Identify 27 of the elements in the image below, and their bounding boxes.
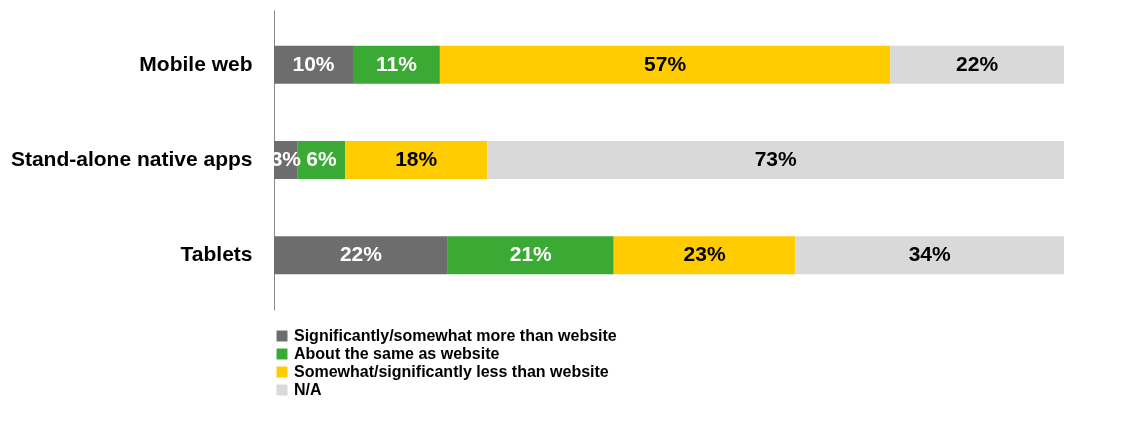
bar [447, 236, 614, 275]
data-label: 6% [306, 147, 337, 170]
bar [487, 141, 1064, 179]
legend-label: N/A [294, 381, 322, 398]
data-label: 22% [339, 242, 383, 266]
data-label: 18% [395, 147, 438, 170]
data-label: 57% [644, 51, 687, 75]
data-label: 11% [376, 51, 418, 75]
bar [795, 236, 1064, 275]
y-tick-label: Stand-alone native apps [10, 147, 253, 170]
data-label: 73% [754, 147, 797, 170]
y-tick-label: Tablets [180, 242, 253, 266]
legend-label: Somewhat/significantly less than website [294, 363, 609, 380]
legend-label: About the same as website [294, 345, 500, 362]
bar [439, 45, 891, 84]
data-label: 21% [509, 242, 553, 266]
bar [353, 45, 440, 84]
data-label: 10% [292, 51, 335, 75]
data-label: 22% [956, 51, 999, 75]
bar [345, 141, 488, 179]
bar [613, 236, 796, 275]
bar [890, 45, 1064, 84]
legend-label: Significantly/somewhat more than website [294, 327, 617, 344]
data-label: 23% [683, 242, 726, 266]
data-label: 34% [908, 242, 952, 266]
bar [274, 236, 448, 275]
y-tick-label: Mobile web [139, 51, 253, 75]
